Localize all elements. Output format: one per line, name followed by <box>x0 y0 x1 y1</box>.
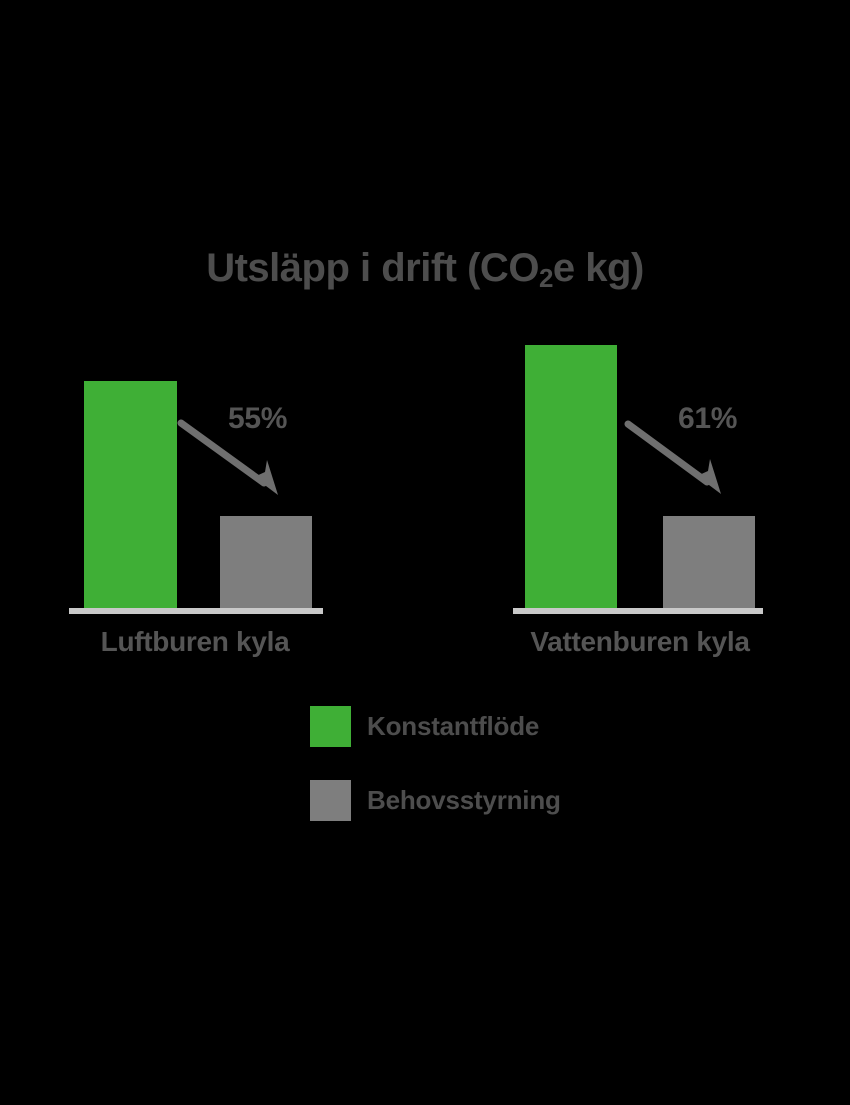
reduction-label-vattenburen: 61% <box>678 402 738 435</box>
chart-legend: Konstantflöde Behovsstyrning <box>310 706 710 854</box>
baseline-vattenburen <box>513 608 763 614</box>
bar-vattenburen-behovsstyrning[interactable] <box>663 516 755 608</box>
chart-title-after: e kg) <box>552 246 644 290</box>
baseline-luftburen <box>69 608 323 614</box>
bar-group-vattenburen <box>500 330 775 620</box>
chart-title-subscript: 2 <box>538 263 553 293</box>
legend-item-behovsstyrning[interactable]: Behovsstyrning <box>310 780 710 854</box>
legend-item-konstantflode[interactable]: Konstantflöde <box>310 706 710 780</box>
legend-swatch-konstantflode <box>310 706 351 747</box>
bar-luftburen-konstantflode[interactable] <box>84 381 177 608</box>
bar-vattenburen-konstantflode[interactable] <box>525 345 617 608</box>
chart-title-before: Utsläpp i drift (CO <box>206 246 539 290</box>
bar-luftburen-behovsstyrning[interactable] <box>220 516 312 608</box>
legend-label-konstantflode: Konstantflöde <box>367 711 540 741</box>
category-label-vattenburen: Vattenburen kyla <box>530 626 750 657</box>
legend-label-behovsstyrning: Behovsstyrning <box>367 785 561 815</box>
reduction-label-luftburen: 55% <box>228 402 288 435</box>
bar-group-luftburen <box>60 330 335 620</box>
category-label-luftburen: Luftburen kyla <box>100 626 290 657</box>
chart-title: Utsläpp i drift (CO2e kg) <box>0 243 850 297</box>
legend-swatch-behovsstyrning <box>310 780 351 821</box>
